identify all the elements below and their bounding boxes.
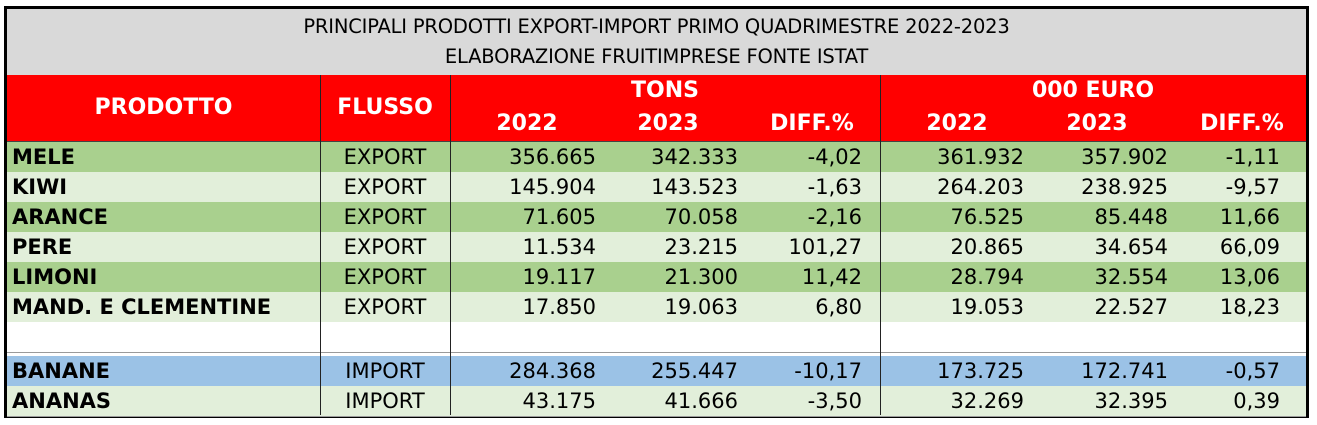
header-euro-2022: 2022 (926, 111, 988, 136)
euro-2022: 76.525 (950, 205, 1024, 229)
table-title: PRINCIPALI PRODOTTI EXPORT-IMPORT PRIMO … (303, 15, 1010, 38)
euro-2022: 361.932 (937, 145, 1024, 169)
tons-2022: 71.605 (522, 205, 596, 229)
tons-2022: 43.175 (522, 389, 596, 413)
table-row: BANANE IMPORT 284.368 255.447 -10,17 173.725 1… (7, 356, 1306, 387)
euro-diff: -9,57 (1225, 175, 1280, 199)
tons-diff: 6,80 (815, 295, 862, 319)
flow-type (320, 322, 450, 352)
tons-diff: -4,02 (807, 145, 862, 169)
title-block: PRINCIPALI PRODOTTI EXPORT-IMPORT PRIMO … (7, 9, 1306, 76)
euro-2023: 357.902 (1081, 145, 1168, 169)
tons-2023: 21.300 (664, 265, 738, 289)
euro-2022: 19.053 (950, 295, 1024, 319)
tons-diff: -1,63 (807, 175, 862, 199)
euro-2023: 34.654 (1094, 235, 1168, 259)
table-frame: PRINCIPALI PRODOTTI EXPORT-IMPORT PRIMO … (4, 6, 1309, 418)
euro-2023: 172.741 (1081, 359, 1168, 383)
divider-flusso-left (320, 75, 321, 415)
table-row (7, 322, 1306, 353)
euro-2022: 20.865 (950, 235, 1024, 259)
euro-2023: 22.527 (1094, 295, 1168, 319)
flow-type: EXPORT (343, 235, 427, 259)
header-tons: TONS (631, 78, 699, 103)
tons-diff: -10,17 (794, 359, 862, 383)
product-name: MELE (12, 145, 75, 169)
flow-type: EXPORT (343, 205, 427, 229)
tons-2023: 19.063 (664, 295, 738, 319)
table-row: ANANAS IMPORT 43.175 41.666 -3,50 32.269 32.39… (7, 386, 1306, 417)
tons-diff: -2,16 (807, 205, 862, 229)
euro-2022: 28.794 (950, 265, 1024, 289)
flow-type: EXPORT (343, 175, 427, 199)
euro-diff: 13,06 (1219, 265, 1280, 289)
header-tons-diff: DIFF.% (770, 111, 854, 136)
header-euro: 000 EURO (1031, 78, 1155, 103)
tons-diff: 11,42 (801, 265, 862, 289)
euro-diff: 0,39 (1233, 389, 1280, 413)
header-prodotto: PRODOTTO (94, 95, 233, 120)
table-subtitle: ELABORAZIONE FRUITIMPRESE FONTE ISTAT (444, 45, 869, 68)
product-name: BANANE (12, 359, 111, 383)
tons-2023: 70.058 (664, 205, 738, 229)
tons-2022: 17.850 (522, 295, 596, 319)
divider-euro-left (880, 75, 881, 415)
euro-2022: 32.269 (950, 389, 1024, 413)
product-name: KIWI (12, 175, 68, 199)
euro-diff: 66,09 (1219, 235, 1280, 259)
tons-diff: 101,27 (788, 235, 862, 259)
header-euro-diff: DIFF.% (1200, 111, 1284, 136)
table-row: ARANCE EXPORT 71.605 70.058 -2,16 76.525 85.44… (7, 202, 1306, 233)
table-row: MELE EXPORT 356.665 342.333 -4,02 361.932 357.… (7, 142, 1306, 173)
tons-2023: 143.523 (651, 175, 738, 199)
euro-diff: -1,11 (1225, 145, 1280, 169)
product-name: ANANAS (12, 389, 112, 413)
euro-2022: 173.725 (937, 359, 1024, 383)
flow-type: EXPORT (343, 145, 427, 169)
tons-2023: 41.666 (664, 389, 738, 413)
tons-diff: -3,50 (807, 389, 862, 413)
divider-tons-left (450, 75, 451, 415)
header-tons-2023: 2023 (637, 111, 699, 136)
table-row: LIMONI EXPORT 19.117 21.300 11,42 28.794 32.55… (7, 262, 1306, 293)
product-name: ARANCE (12, 205, 109, 229)
euro-2023: 32.554 (1094, 265, 1168, 289)
header-flusso: FLUSSO (337, 95, 433, 120)
table-header: PRODOTTO FLUSSO TONS 000 EURO 2022 2023 … (7, 75, 1306, 142)
product-name: LIMONI (12, 265, 98, 289)
product-name: MAND. E CLEMENTINE (12, 295, 272, 319)
table-row: KIWI EXPORT 145.904 143.523 -1,63 264.203 238.… (7, 172, 1306, 203)
tons-2022: 356.665 (509, 145, 596, 169)
header-euro-2023: 2023 (1066, 111, 1128, 136)
euro-diff: 18,23 (1219, 295, 1280, 319)
tons-2022: 19.117 (522, 265, 596, 289)
tons-2022: 284.368 (509, 359, 596, 383)
tons-2023: 342.333 (651, 145, 738, 169)
euro-diff: -0,57 (1225, 359, 1280, 383)
header-tons-2022: 2022 (496, 111, 558, 136)
table-row: MAND. E CLEMENTINE EXPORT 17.850 19.063 6,80… (7, 292, 1306, 323)
tons-2023: 23.215 (664, 235, 738, 259)
flow-type: IMPORT (345, 389, 425, 413)
tons-2023: 255.447 (651, 359, 738, 383)
euro-diff: 11,66 (1219, 205, 1280, 229)
flow-type: EXPORT (343, 295, 427, 319)
product-name: PERE (12, 235, 73, 259)
euro-2023: 85.448 (1094, 205, 1168, 229)
euro-2022: 264.203 (937, 175, 1024, 199)
tons-2022: 145.904 (509, 175, 596, 199)
euro-2023: 238.925 (1081, 175, 1168, 199)
flow-type: EXPORT (343, 265, 427, 289)
tons-2022: 11.534 (522, 235, 596, 259)
table-row: PERE EXPORT 11.534 23.215 101,27 20.865 34.654… (7, 232, 1306, 263)
flow-type: IMPORT (345, 359, 425, 383)
euro-2023: 32.395 (1094, 389, 1168, 413)
